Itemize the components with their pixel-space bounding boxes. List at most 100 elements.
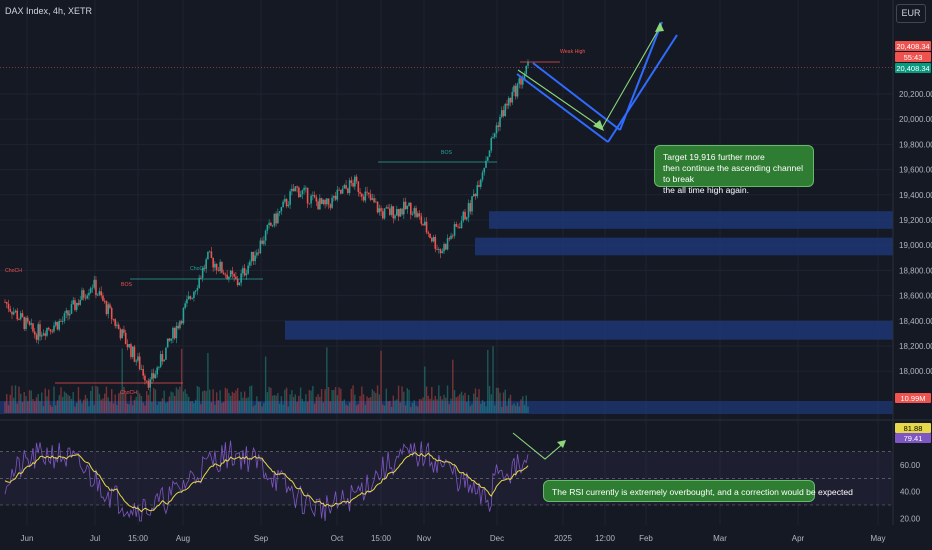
volume-bar xyxy=(333,389,335,413)
candle-body xyxy=(189,296,192,299)
volume-bar xyxy=(4,401,6,413)
candle-body xyxy=(354,176,356,187)
price-annotation[interactable]: Target 19,916 further more then continue… xyxy=(654,145,814,195)
volume-bar xyxy=(100,399,102,413)
candle-body xyxy=(193,291,195,299)
candle-body xyxy=(264,230,267,241)
volume-bar xyxy=(383,405,386,413)
volume-bar xyxy=(121,348,123,413)
volume-bar xyxy=(387,401,389,413)
candle-body xyxy=(334,195,337,200)
candlestick-series xyxy=(4,59,529,392)
rsi-annotation[interactable]: The RSI currently is extremely overbough… xyxy=(543,480,853,502)
candle-body xyxy=(271,225,274,227)
candle-body xyxy=(18,319,20,321)
volume-bar xyxy=(149,390,151,413)
candle-body xyxy=(133,346,136,362)
volume-bar xyxy=(35,397,38,413)
volume-bar xyxy=(138,393,141,413)
candle-body xyxy=(441,251,444,254)
time-tick-label: 15:00 xyxy=(128,534,149,543)
candle-body xyxy=(464,211,466,220)
rsi-tick-label: 60.00 xyxy=(900,461,921,470)
currency-button[interactable]: EUR xyxy=(896,4,926,23)
candle-body xyxy=(305,187,307,189)
volume-bar xyxy=(242,397,244,413)
volume-bar xyxy=(93,405,95,413)
volume-bar xyxy=(76,402,78,413)
candle-body xyxy=(165,347,167,360)
candle-body xyxy=(54,321,57,326)
candle-body xyxy=(235,276,237,279)
volume-bar xyxy=(427,395,429,413)
volume-bar xyxy=(418,399,421,413)
candle-body xyxy=(214,263,216,268)
candle-body xyxy=(392,206,395,219)
volume-bar xyxy=(457,396,459,413)
volume-bar xyxy=(69,395,71,413)
candle-body xyxy=(518,78,521,84)
volume-bar xyxy=(228,392,230,413)
volume-bar xyxy=(518,406,520,413)
volume-bar xyxy=(315,396,318,413)
volume-bar xyxy=(231,391,234,413)
candle-body xyxy=(376,201,379,213)
volume-bar xyxy=(284,389,286,413)
candle-body xyxy=(444,244,447,250)
volume-bar xyxy=(361,386,363,413)
volume-bar xyxy=(133,399,136,413)
candle-body xyxy=(26,317,29,322)
candle-body xyxy=(110,307,113,320)
candle-body xyxy=(270,222,272,226)
candle-body xyxy=(249,261,251,266)
candle-body xyxy=(317,201,319,210)
volume-bar xyxy=(119,392,122,413)
candle-body xyxy=(434,237,437,249)
candle-body xyxy=(256,252,258,256)
volume-bar xyxy=(151,401,153,413)
candle-body xyxy=(333,195,335,198)
chart-title: DAX Index, 4h, XETR xyxy=(5,6,93,16)
volume-bar xyxy=(72,392,74,413)
candle-body xyxy=(285,199,288,207)
candle-body xyxy=(245,273,248,276)
volume-bar xyxy=(233,392,235,413)
volume-bar xyxy=(410,406,412,413)
volume-bar xyxy=(350,388,353,413)
candle-body xyxy=(58,320,61,330)
candle-body xyxy=(361,193,363,197)
volume-bar xyxy=(291,390,293,413)
volume-bar xyxy=(14,385,17,413)
candle-body xyxy=(514,85,517,97)
candle-body xyxy=(210,251,213,258)
volume-bar xyxy=(152,387,155,413)
volume-bar xyxy=(79,399,81,413)
candle-body xyxy=(329,204,332,208)
candle-body xyxy=(144,375,146,381)
candle-body xyxy=(408,202,410,206)
candle-body xyxy=(418,213,421,217)
volume-bar xyxy=(515,405,517,413)
candle-body xyxy=(228,276,230,280)
candle-body xyxy=(476,185,479,197)
candle-body xyxy=(427,232,430,234)
candle-body xyxy=(527,62,529,66)
candle-body xyxy=(170,338,172,341)
time-tick-label: 2025 xyxy=(554,534,572,543)
candle-body xyxy=(450,235,452,240)
candle-body xyxy=(91,287,94,289)
volume-bar xyxy=(189,401,192,413)
structure-label: ChoCH xyxy=(5,268,22,274)
volume-bar xyxy=(452,359,454,413)
candle-body xyxy=(12,312,15,315)
candle-body xyxy=(200,277,202,279)
volume-bar xyxy=(476,397,478,413)
candle-body xyxy=(116,324,118,326)
candle-body xyxy=(525,65,528,75)
volume-bar xyxy=(303,401,305,413)
volume-bar xyxy=(95,385,97,413)
candle-body xyxy=(179,321,181,329)
volume-bar xyxy=(523,405,526,413)
volume-bar xyxy=(282,404,284,413)
